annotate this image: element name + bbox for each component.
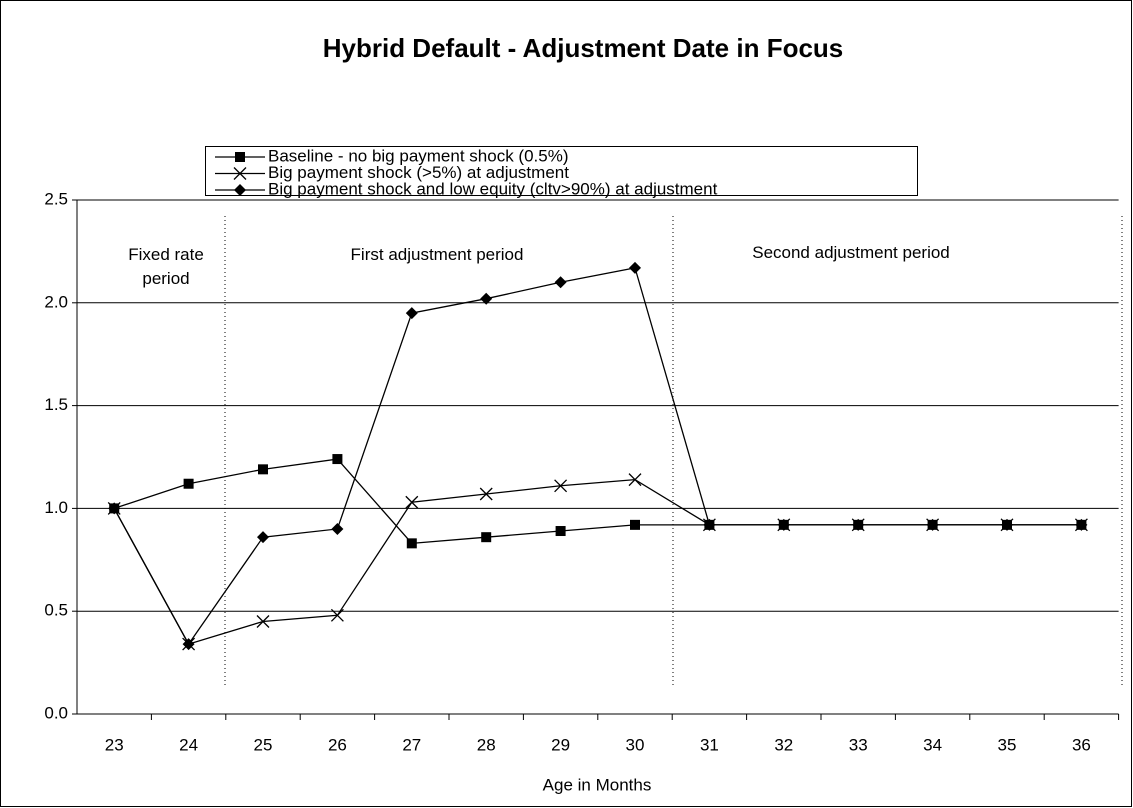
x-tick-label: 32 bbox=[774, 735, 793, 754]
y-tick-label: 2.5 bbox=[44, 189, 68, 208]
x-tick-label: 34 bbox=[923, 735, 942, 754]
x-tick-label: 23 bbox=[105, 735, 124, 754]
y-tick-label: 0.0 bbox=[44, 703, 68, 722]
chart-title: Hybrid Default - Adjustment Date in Focu… bbox=[323, 33, 844, 63]
annotation: Second adjustment period bbox=[752, 243, 950, 262]
marker bbox=[235, 152, 245, 162]
marker bbox=[479, 487, 493, 501]
legend-label: Big payment shock (>5%) at adjustment bbox=[268, 163, 569, 182]
marker bbox=[258, 464, 268, 475]
marker bbox=[481, 532, 492, 543]
marker bbox=[777, 518, 790, 531]
x-tick-label: 31 bbox=[700, 735, 719, 754]
x-axis-label: Age in Months bbox=[543, 775, 652, 794]
marker bbox=[330, 608, 344, 622]
series-line bbox=[113, 267, 1082, 646]
marker bbox=[1001, 518, 1013, 531]
marker bbox=[331, 522, 344, 535]
marker bbox=[852, 518, 865, 531]
legend-box bbox=[205, 146, 918, 196]
annotation: Fixed rate period bbox=[128, 245, 204, 288]
x-tick-label: 29 bbox=[551, 735, 570, 754]
marker bbox=[555, 526, 566, 537]
marker bbox=[257, 531, 269, 544]
marker bbox=[256, 615, 270, 628]
legend-label: Baseline - no big payment shock (0.5%) bbox=[268, 146, 569, 165]
marker bbox=[628, 473, 642, 487]
marker bbox=[703, 518, 716, 531]
marker bbox=[554, 479, 568, 493]
marker bbox=[406, 538, 417, 549]
marker bbox=[234, 184, 246, 196]
marker bbox=[629, 261, 641, 274]
marker bbox=[405, 307, 418, 320]
x-tick-label: 27 bbox=[402, 735, 421, 754]
marker bbox=[1075, 518, 1088, 531]
x-tick-label: 36 bbox=[1072, 735, 1091, 754]
x-tick-label: 30 bbox=[626, 735, 645, 754]
x-tick-label: 24 bbox=[179, 735, 198, 754]
y-tick-label: 1.0 bbox=[44, 498, 68, 517]
marker bbox=[182, 638, 195, 651]
marker bbox=[926, 518, 939, 531]
x-tick-label: 35 bbox=[998, 735, 1017, 754]
x-tick-label: 26 bbox=[328, 735, 347, 754]
marker bbox=[630, 519, 640, 530]
marker bbox=[405, 495, 419, 509]
y-tick-label: 1.5 bbox=[44, 395, 68, 414]
legend-label: Big payment shock and low equity (cltv>9… bbox=[268, 179, 718, 198]
marker bbox=[233, 167, 247, 180]
annotation: First adjustment period bbox=[350, 245, 524, 264]
x-tick-label: 28 bbox=[477, 735, 496, 754]
y-tick-label: 2.0 bbox=[44, 292, 68, 311]
marker bbox=[183, 478, 194, 489]
marker bbox=[108, 502, 121, 515]
marker bbox=[332, 454, 343, 465]
marker bbox=[554, 276, 567, 289]
x-tick-label: 33 bbox=[849, 735, 868, 754]
y-tick-label: 0.5 bbox=[44, 601, 68, 620]
marker bbox=[480, 292, 493, 305]
x-tick-label: 25 bbox=[254, 735, 273, 754]
